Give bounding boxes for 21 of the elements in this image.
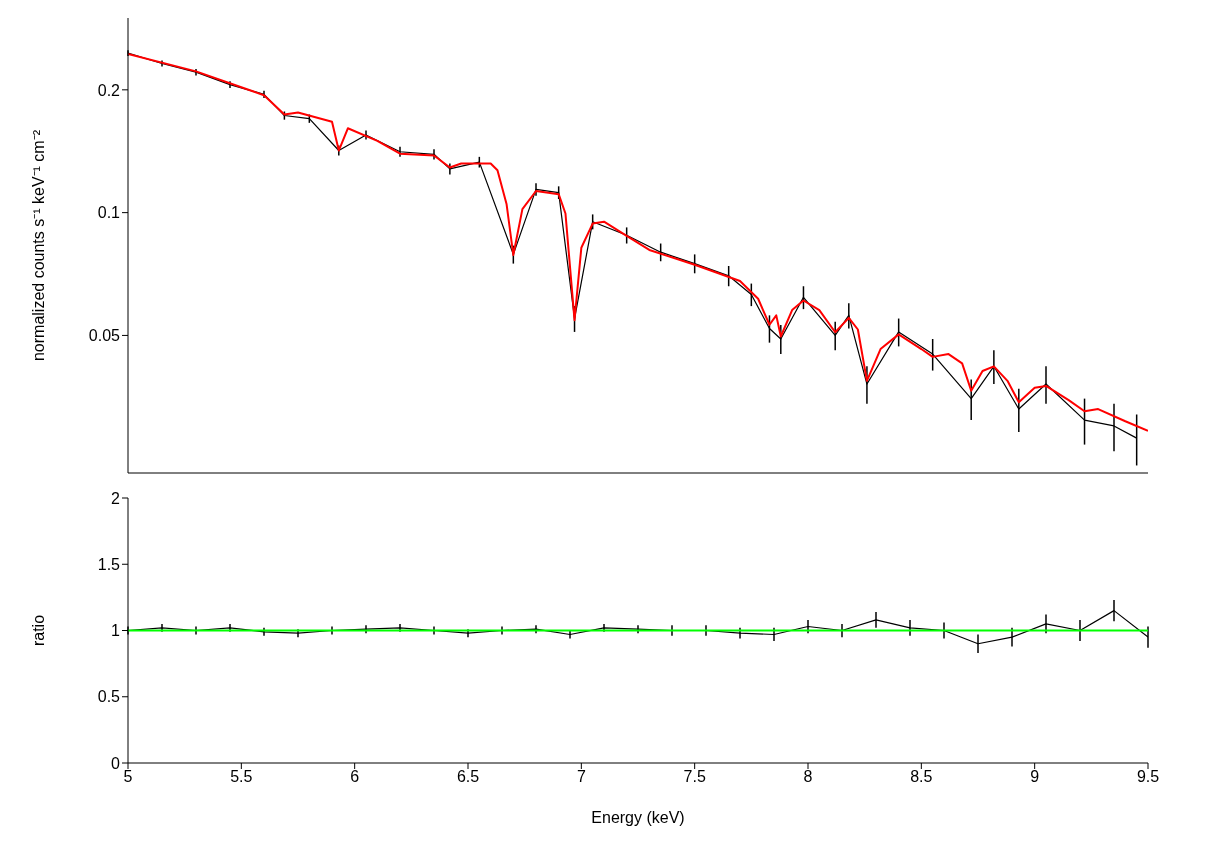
x-tick-label: 6	[350, 768, 360, 786]
x-tick-label: 7.5	[683, 768, 706, 786]
y-axis-title: ratio	[29, 614, 47, 647]
y-tick-label: 0.1	[97, 204, 121, 222]
x-tick-label: 7	[576, 768, 586, 786]
y-tick-label: 0.2	[97, 81, 121, 99]
x-tick-label: 6.5	[456, 768, 480, 786]
x-tick-label: 8.5	[910, 768, 933, 786]
x-tick-label: 9	[1030, 768, 1040, 786]
x-axis-title: Energy (keV)	[591, 809, 685, 826]
x-tick-label: 9.5	[1136, 768, 1160, 786]
y-tick-label: 2	[111, 489, 121, 507]
x-tick-label: 5.5	[230, 768, 253, 786]
y-tick-label: 0	[111, 754, 121, 772]
x-tick-label: 5	[123, 768, 133, 786]
y-tick-label: 0.05	[88, 327, 121, 345]
y-tick-label: 0.5	[97, 688, 121, 706]
y-tick-label: 1	[111, 622, 121, 640]
y-tick-label: 1.5	[97, 555, 121, 573]
y-axis-title: normalized counts s⁻¹ keV⁻¹ cm⁻²	[29, 129, 47, 362]
x-tick-label: 8	[803, 768, 813, 786]
